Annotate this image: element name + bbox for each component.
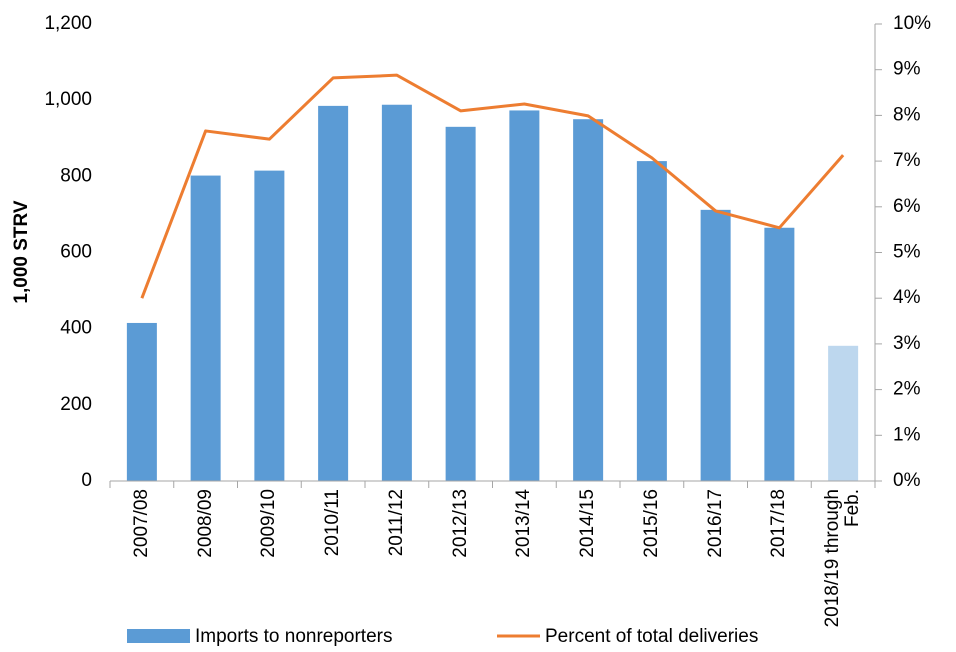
y2-tick-label: 9% — [893, 59, 921, 80]
y-tick-label: 200 — [60, 394, 92, 415]
y2-tick-label: 8% — [893, 104, 921, 125]
x-tick-label: 2011/12 — [385, 489, 407, 557]
legend-label: Imports to nonreporters — [195, 626, 392, 647]
y2-tick-label: 5% — [893, 242, 921, 263]
y2-tick-label: 2% — [893, 379, 921, 400]
x-tick-label: 2017/18 — [768, 489, 790, 558]
bar — [190, 175, 221, 482]
x-tick-label: 2007/08 — [130, 489, 152, 558]
x-tick-label: 2010/11 — [322, 489, 344, 557]
y-tick-label: 400 — [60, 318, 92, 339]
x-tick-label: 2018/19 through Feb. — [822, 489, 864, 628]
x-tick-label: 2014/15 — [577, 489, 599, 558]
x-tick-label: 2012/13 — [449, 489, 471, 558]
x-tick-label: 2009/10 — [258, 489, 280, 558]
y-tick-label: 1,200 — [44, 13, 92, 34]
bar — [700, 209, 731, 481]
x-tick-label: 2013/14 — [513, 489, 535, 558]
legend-swatch — [127, 629, 190, 643]
bar — [636, 161, 667, 481]
bar — [764, 227, 795, 481]
bar — [254, 170, 285, 481]
y-tick-label: 800 — [60, 165, 92, 186]
line — [140, 73, 845, 299]
bar — [445, 126, 476, 481]
legend-label: Percent of total deliveries — [545, 626, 758, 647]
bar — [509, 110, 540, 482]
y2-tick-label: 4% — [893, 287, 921, 308]
y-tick-label: 1,000 — [44, 89, 92, 110]
y-tick-label: 600 — [60, 242, 92, 263]
bar — [573, 119, 604, 481]
y2-tick-label: 7% — [893, 150, 921, 171]
y2-tick-label: 10% — [893, 13, 931, 34]
bar — [318, 105, 349, 482]
x-tick-label: 2015/16 — [640, 489, 662, 558]
y-tick-label: 0 — [81, 470, 92, 491]
y2-tick-label: 3% — [893, 333, 921, 354]
y2-tick-label: 1% — [893, 424, 921, 445]
x-tick-label: 2016/17 — [704, 489, 726, 558]
y2-tick-label: 6% — [893, 196, 921, 217]
x-tick-label: 2008/09 — [194, 489, 216, 558]
bar — [126, 322, 157, 481]
y2-tick-label: 0% — [893, 470, 921, 491]
bar — [828, 345, 859, 481]
bar — [381, 104, 412, 481]
y-axis-label: 1,000 STRV — [11, 200, 32, 303]
